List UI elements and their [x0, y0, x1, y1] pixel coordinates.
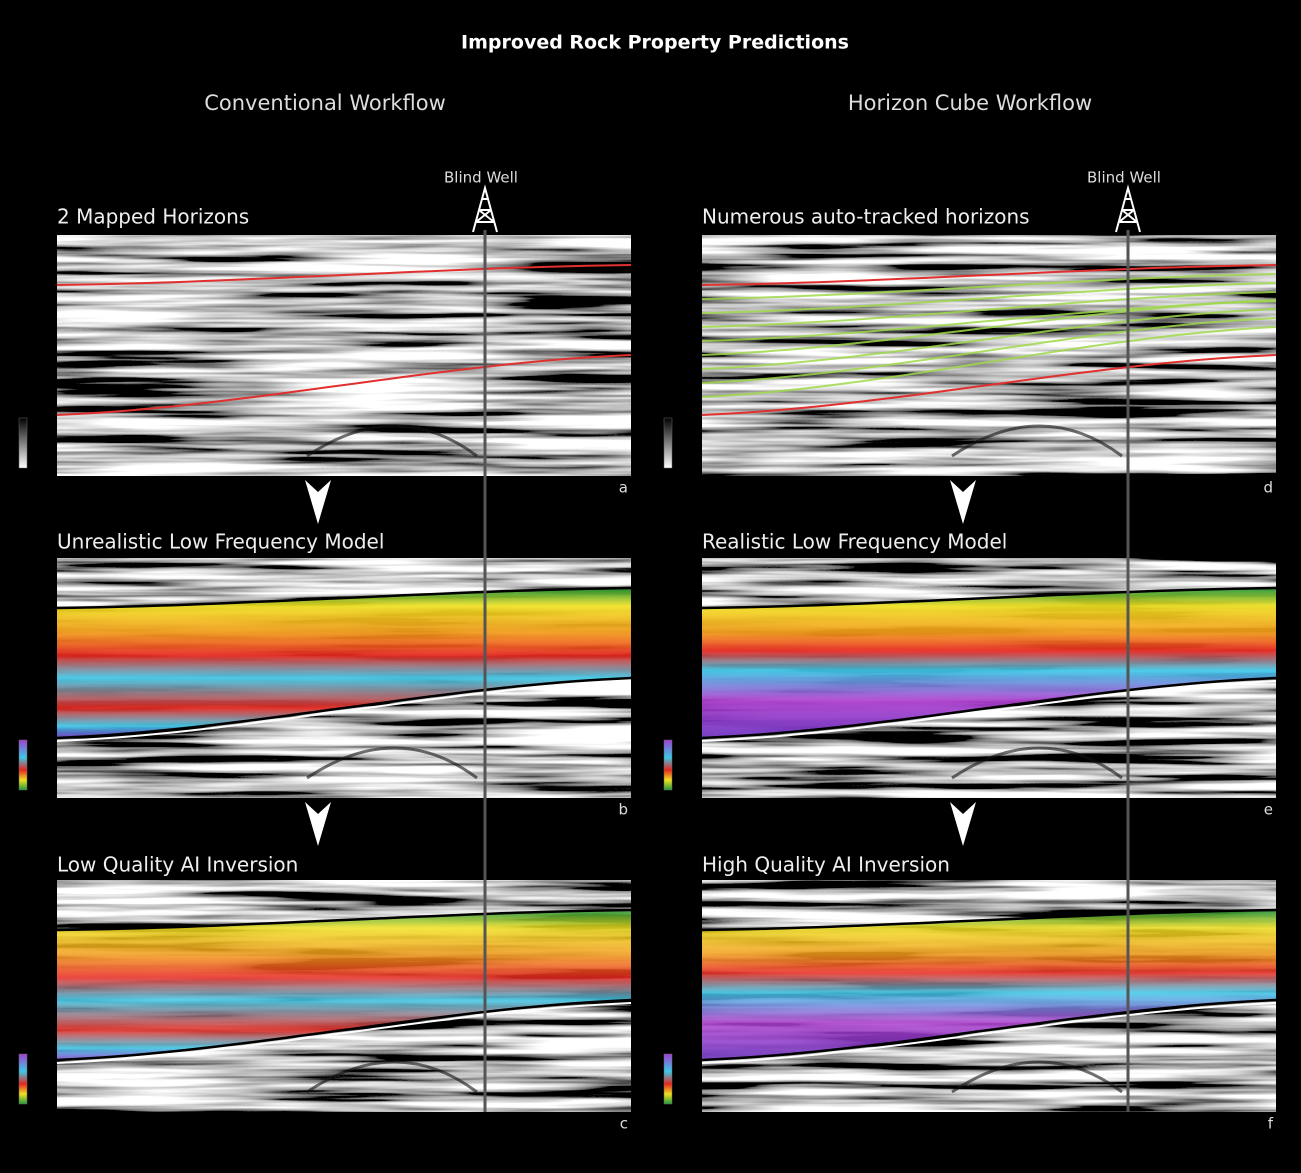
horizon [701, 1002, 1277, 1064]
panel-title: 2 Mapped Horizons [57, 205, 249, 229]
property-band [57, 910, 631, 1060]
seismic-event [951, 424, 1123, 458]
color-scale [18, 417, 28, 469]
derrick-icon [472, 184, 498, 233]
flow-arrow [950, 802, 976, 846]
derrick-icon [1115, 184, 1141, 233]
property-band [57, 588, 631, 738]
horizon [56, 1002, 632, 1064]
horizon [56, 998, 632, 1062]
color-scale [663, 1053, 673, 1105]
horizon [701, 998, 1277, 1062]
panel-title: Realistic Low Frequency Model [702, 530, 1007, 554]
panel-letter: a [619, 479, 628, 497]
color-scale [18, 1053, 28, 1105]
horizon [56, 908, 632, 932]
horizon [56, 354, 632, 416]
panel-letter: e [1264, 801, 1273, 819]
auto-horizon [701, 317, 1277, 384]
horizon [701, 586, 1277, 610]
seismic-event [306, 424, 478, 458]
panel-letter: c [620, 1115, 628, 1133]
auto-horizon [701, 273, 1277, 300]
column-heading: Conventional Workflow [204, 91, 446, 115]
color-scale [663, 417, 673, 469]
panel-title: Unrealistic Low Frequency Model [57, 530, 384, 554]
auto-horizon [701, 326, 1277, 398]
panel-title: Low Quality AI Inversion [57, 853, 298, 877]
panel-letter: f [1268, 1115, 1274, 1133]
figure-title: Improved Rock Property Predictions [461, 32, 849, 54]
well-label: Blind Well [1087, 169, 1161, 187]
seismic-event [951, 746, 1123, 780]
auto-horizon [701, 291, 1277, 328]
property-band [702, 588, 1276, 738]
flow-arrow [950, 480, 976, 524]
horizon [56, 680, 632, 742]
auto-horizon [701, 282, 1277, 314]
panel-title: High Quality AI Inversion [702, 853, 950, 877]
auto-horizon [701, 308, 1277, 370]
horizon [701, 264, 1277, 286]
well-label: Blind Well [444, 169, 518, 187]
horizon [56, 676, 632, 740]
seismic-event [306, 1060, 478, 1094]
column-heading: Horizon Cube Workflow [848, 91, 1092, 115]
panel-title: Numerous auto-tracked horizons [702, 205, 1030, 229]
panel-letter: d [1263, 479, 1273, 497]
horizon [56, 586, 632, 610]
property-band [702, 910, 1276, 1060]
auto-horizon [701, 299, 1277, 356]
color-scale [18, 739, 28, 791]
seismic-event [306, 746, 478, 780]
seismic-event [951, 1060, 1123, 1094]
color-scale [663, 739, 673, 791]
panel-letter: b [618, 801, 628, 819]
horizon [701, 354, 1277, 416]
seismic-section [57, 235, 631, 476]
horizon [701, 680, 1277, 742]
horizon [56, 264, 632, 286]
seismic-section [702, 235, 1276, 476]
horizon [701, 908, 1277, 932]
horizon [701, 676, 1277, 740]
flow-arrow [305, 802, 331, 846]
flow-arrow [305, 480, 331, 524]
